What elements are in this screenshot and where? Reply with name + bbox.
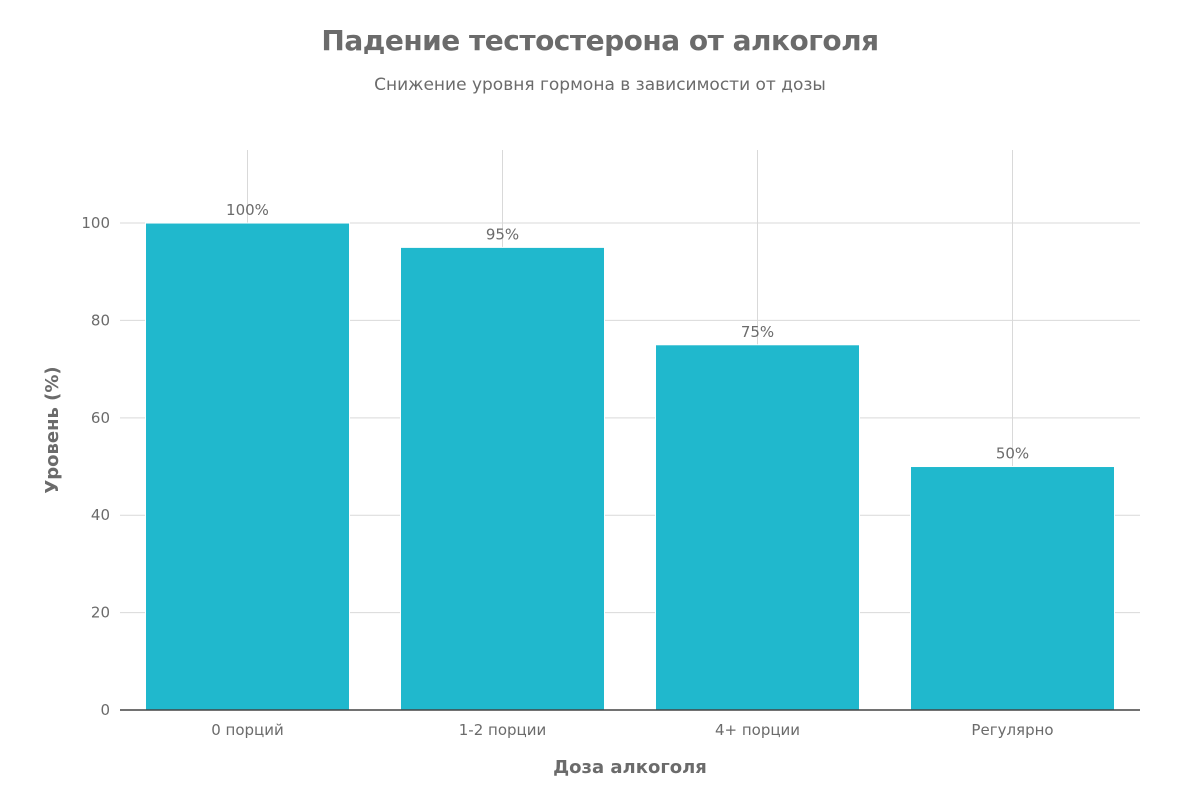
y-tick-label: 100 <box>81 214 110 232</box>
bar-data-label: 75% <box>741 323 774 341</box>
y-tick-label: 80 <box>91 311 110 329</box>
labels-layer: 0 20 40 60 80 100 100% 0 порций 95% 1-2 порции 75%… <box>81 201 1053 739</box>
x-tick-label: Регулярно <box>971 721 1053 739</box>
bar <box>910 466 1115 711</box>
x-axis-title: Доза алкоголя <box>553 757 707 778</box>
x-tick-label: 4+ порции <box>715 721 800 739</box>
bar-data-label: 50% <box>996 445 1029 463</box>
bar <box>655 344 860 711</box>
x-tick-label: 0 порций <box>211 721 284 739</box>
chart-title: Падение тестостерона от алкоголя <box>321 24 879 57</box>
y-axis-title: Уровень (%) <box>42 366 63 493</box>
y-tick-label: 0 <box>100 701 110 719</box>
x-tick-label: 1-2 порции <box>459 721 546 739</box>
bars-layer <box>145 222 1115 711</box>
bar <box>145 222 350 711</box>
bar-data-label: 100% <box>226 201 269 219</box>
y-tick-label: 20 <box>91 604 110 622</box>
chart-subtitle: Снижение уровня гормона в зависимости от… <box>374 75 826 95</box>
bar <box>400 246 605 711</box>
y-tick-label: 40 <box>91 506 110 524</box>
bar-data-label: 95% <box>486 225 519 243</box>
y-tick-label: 60 <box>91 409 110 427</box>
